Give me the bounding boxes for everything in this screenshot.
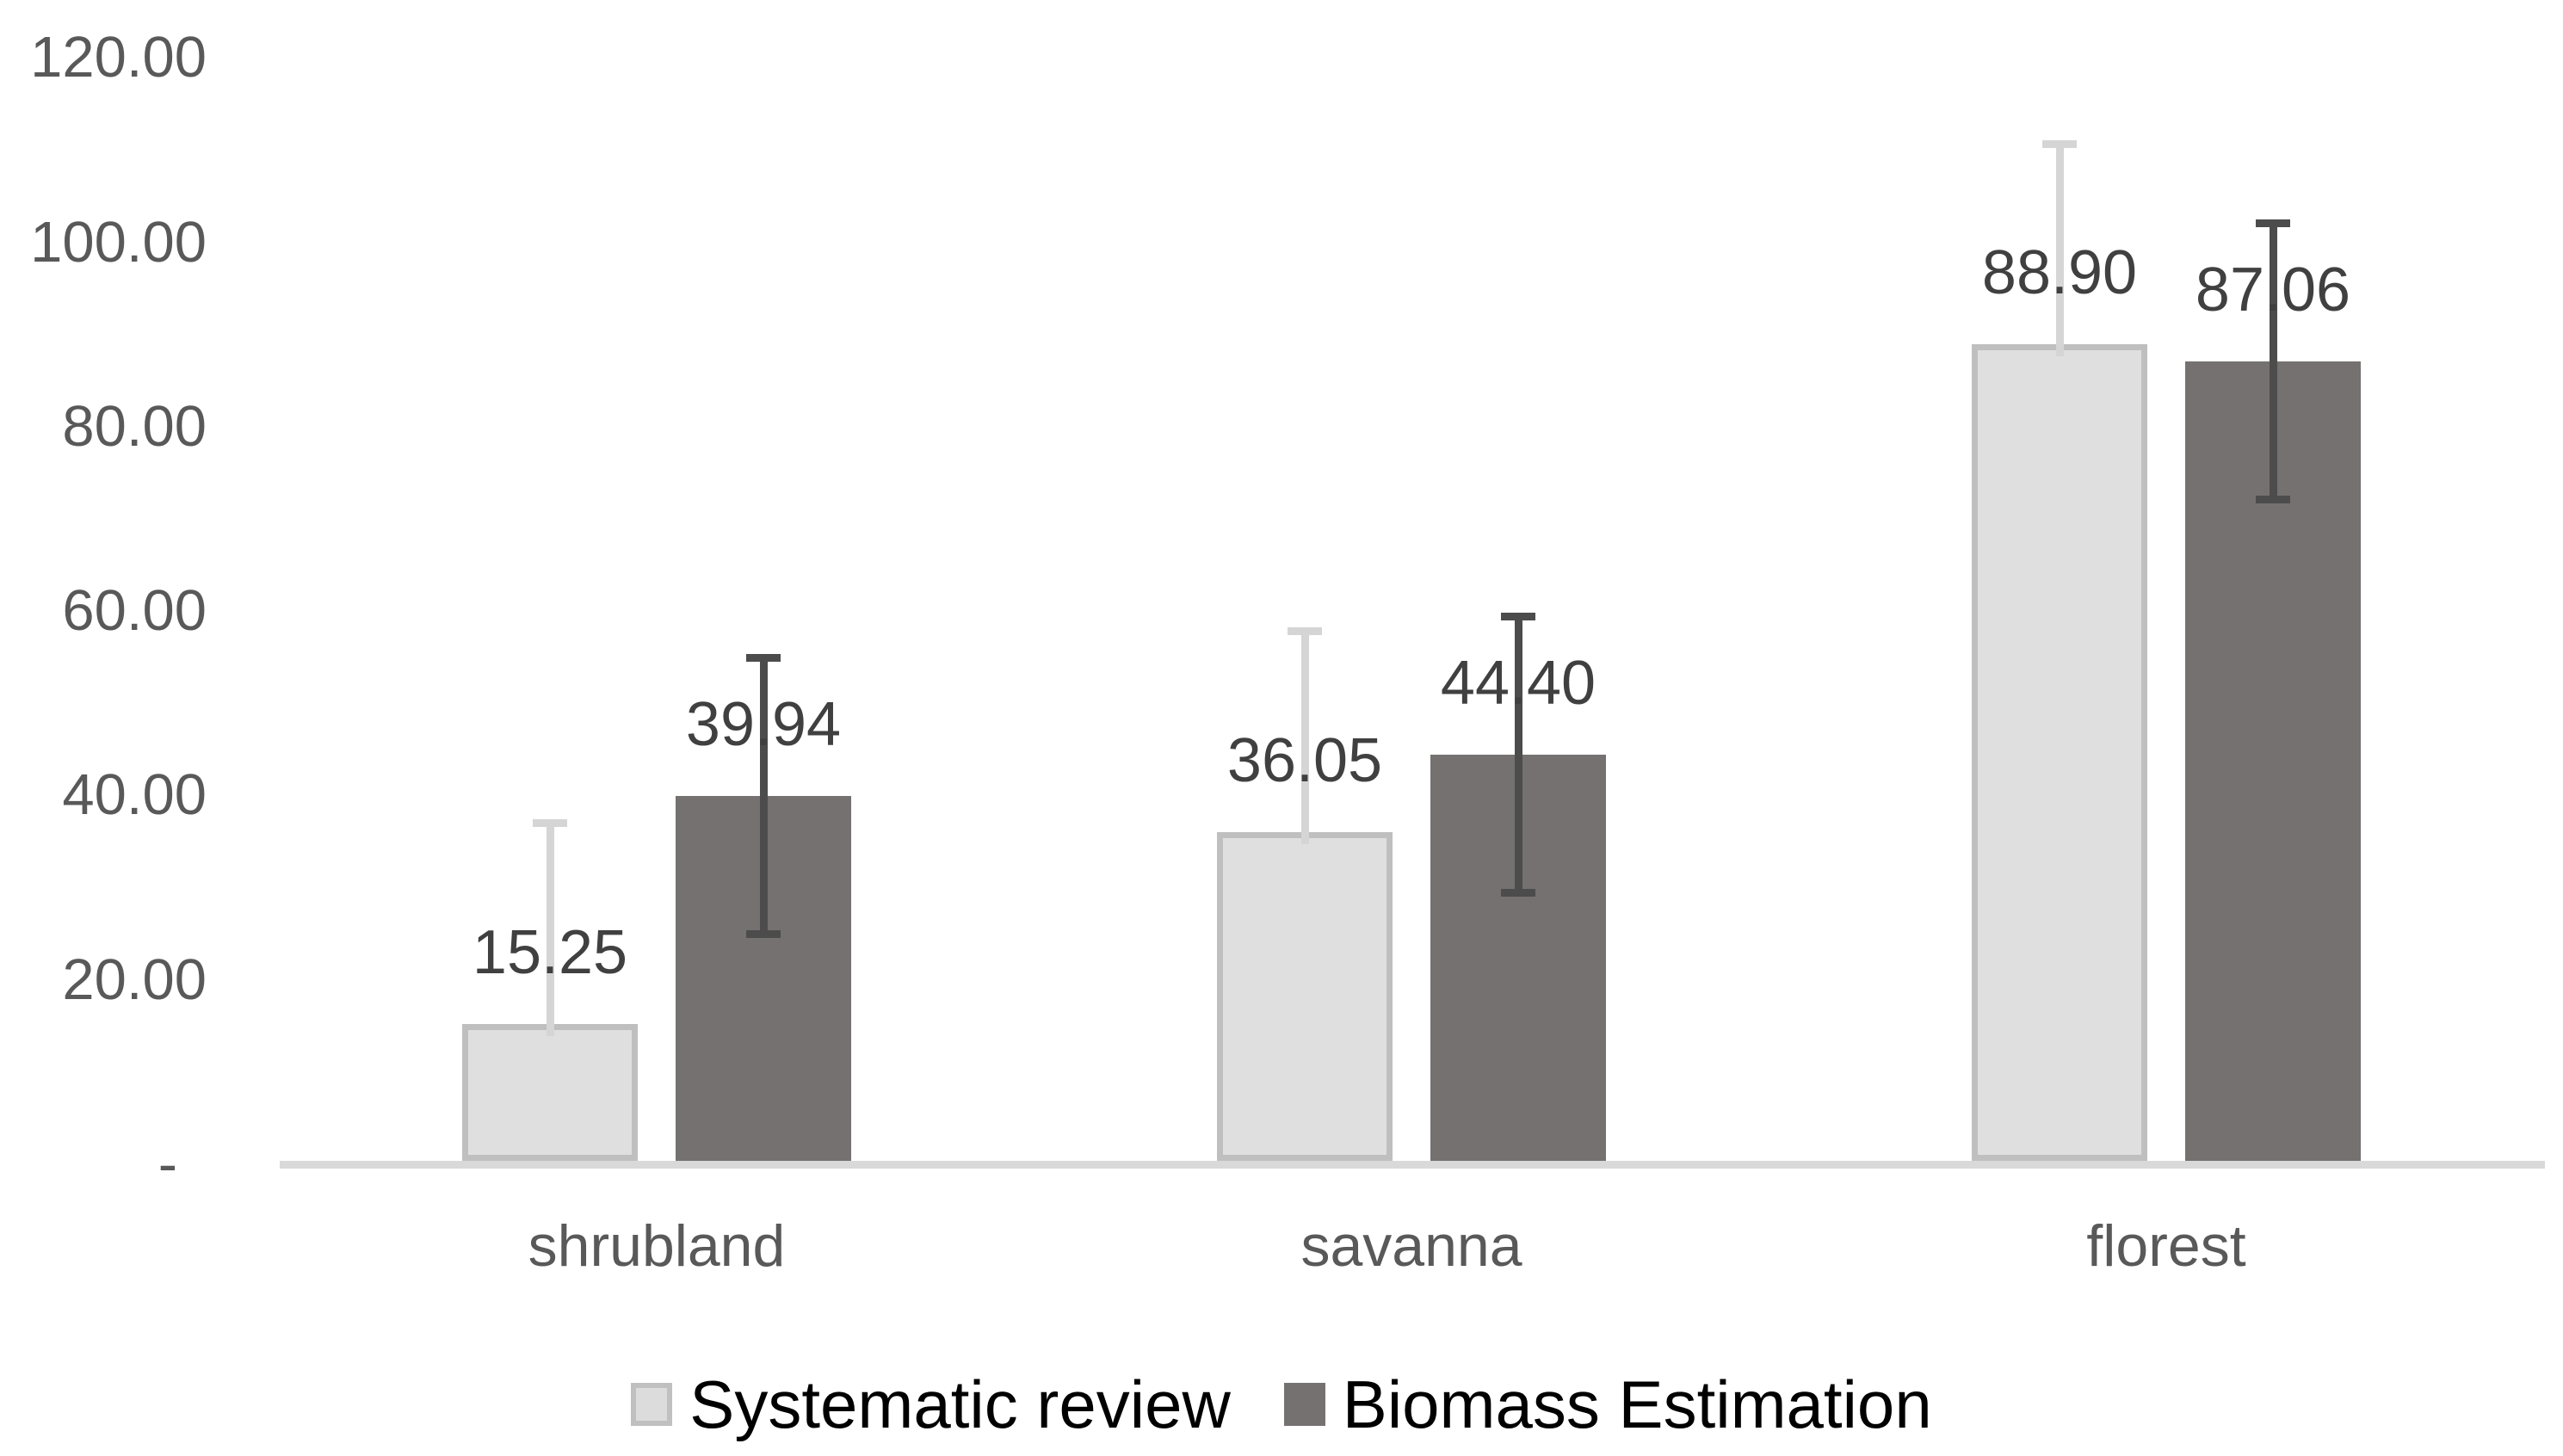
y-tick-label: 60.00 bbox=[62, 578, 207, 644]
error-bar-top-cap bbox=[2042, 139, 2077, 148]
data-label: 44.40 bbox=[1440, 649, 1596, 719]
error-bar-top-cap bbox=[533, 819, 567, 828]
error-bar-shaft bbox=[2055, 144, 2064, 357]
data-label: 36.05 bbox=[1226, 725, 1383, 795]
bar-shrubland-systematic-review bbox=[462, 1023, 638, 1161]
data-label: 39.94 bbox=[685, 690, 842, 760]
legend-label: Biomass Estimation bbox=[1342, 1367, 1932, 1442]
error-bar-shaft bbox=[2269, 223, 2277, 500]
error-bar-shaft bbox=[1300, 631, 1309, 844]
y-tick-label: 100.00 bbox=[30, 209, 207, 275]
y-tick-label: 20.00 bbox=[62, 947, 207, 1012]
legend: Systematic review Biomass Estimation bbox=[0, 1368, 2563, 1441]
y-tick-label: - bbox=[157, 1132, 177, 1196]
legend-swatch-systematic-review bbox=[631, 1383, 673, 1426]
x-axis-line bbox=[280, 1161, 2545, 1169]
error-bar-bottom-cap bbox=[746, 930, 781, 939]
bar-florest-systematic-review bbox=[1972, 344, 2147, 1161]
data-label: 88.90 bbox=[1981, 238, 2138, 308]
error-bar-top-cap bbox=[746, 653, 781, 662]
error-bar-shaft bbox=[1514, 616, 1522, 893]
error-bar-bottom-cap bbox=[2256, 496, 2290, 504]
error-bar-bottom-cap bbox=[1501, 889, 1535, 898]
bar-savanna-systematic-review bbox=[1217, 831, 1393, 1161]
error-bar-top-cap bbox=[1501, 613, 1535, 621]
category-label-savanna: savanna bbox=[1300, 1213, 1522, 1279]
error-bar-shaft bbox=[546, 823, 554, 1036]
data-label: 87.06 bbox=[2195, 256, 2351, 325]
error-bar-shaft bbox=[759, 657, 768, 935]
y-tick-label: 120.00 bbox=[30, 25, 207, 90]
data-label: 15.25 bbox=[472, 917, 628, 987]
category-label-shrubland: shrubland bbox=[528, 1213, 786, 1279]
y-tick-label: 40.00 bbox=[62, 762, 207, 828]
legend-label: Systematic review bbox=[689, 1367, 1231, 1442]
legend-swatch-biomass-estimation bbox=[1283, 1383, 1325, 1426]
legend-item-systematic-review: Systematic review bbox=[631, 1368, 1231, 1441]
legend-item-biomass-estimation: Biomass Estimation bbox=[1283, 1367, 1932, 1442]
error-bar-top-cap bbox=[1288, 627, 1322, 636]
category-label-florest: florest bbox=[2086, 1213, 2246, 1279]
error-bar-top-cap bbox=[2256, 219, 2290, 227]
y-tick-label: 80.00 bbox=[62, 393, 207, 459]
